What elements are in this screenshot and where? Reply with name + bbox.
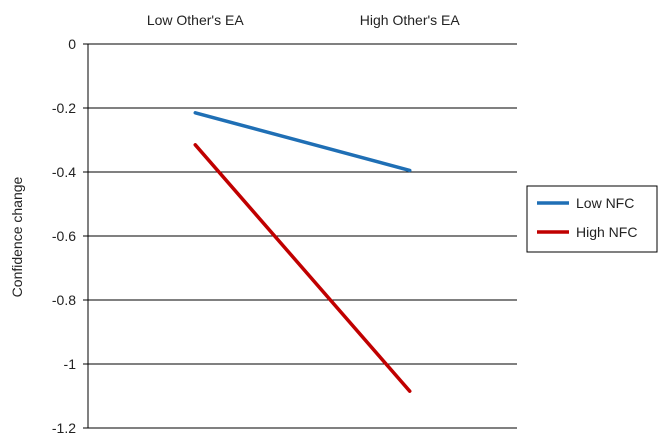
legend: Low NFC High NFC [526,185,658,253]
legend-box [526,185,658,253]
y-tick-label: -1.2 [52,420,76,433]
axes [83,43,89,429]
y-tick-label: -0.4 [52,164,76,180]
y-tick-label: -0.8 [52,292,76,308]
series-lines [193,111,412,393]
y-tick-label: -0.2 [52,100,76,116]
legend-label: High NFC [576,224,637,240]
y-tick-label: 0 [68,36,76,52]
category-label: Low Other's EA [147,12,244,28]
category-labels: Low Other's EA High Other's EA [147,12,461,28]
legend-label: Low NFC [576,195,634,211]
category-label: High Other's EA [360,12,461,28]
y-tick-labels: 0 -0.2 -0.4 -0.6 -0.8 -1 -1.2 [52,36,76,433]
series-line-high-nfc [193,143,412,393]
y-tick-label: -0.6 [52,228,76,244]
series-line-low-nfc [193,111,412,173]
gridlines [88,43,517,429]
y-axis-title: Confidence change [9,176,25,297]
y-tick-label: -1 [64,356,77,372]
